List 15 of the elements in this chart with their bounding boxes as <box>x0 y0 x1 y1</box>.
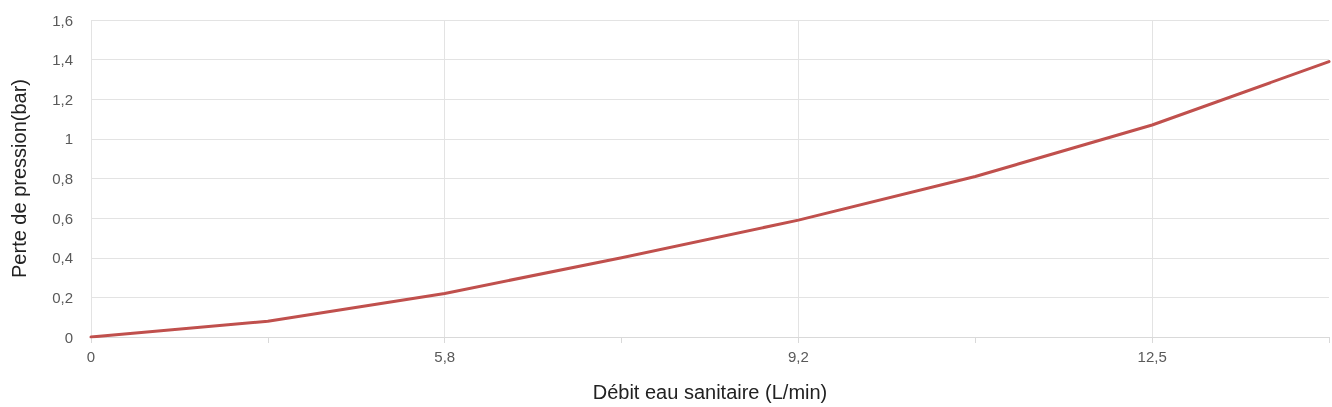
y-tick-label: 0,4 <box>52 249 73 267</box>
y-tick-label: 0,6 <box>52 209 73 227</box>
y-tick-label: 1 <box>64 130 73 148</box>
x-tick-label: 5,8 <box>434 348 456 365</box>
y-tick-label: 1,4 <box>52 51 73 69</box>
x-tick-label: 9,2 <box>788 348 809 365</box>
x-tick-label: 0 <box>86 348 96 365</box>
y-tick-label: 0,8 <box>52 170 73 187</box>
y-tick-label: 1,2 <box>52 90 73 108</box>
y-tick-label: 1,6 <box>52 11 73 29</box>
x-tick-label: 12,5 <box>1137 348 1167 365</box>
y-tick-label: 0 <box>64 328 73 346</box>
y-tick-label: 0,2 <box>52 288 73 306</box>
x-axis-title: Débit eau sanitaire (L/min) <box>592 381 828 403</box>
y-axis-title: Perte de pression(bar) <box>8 79 30 278</box>
